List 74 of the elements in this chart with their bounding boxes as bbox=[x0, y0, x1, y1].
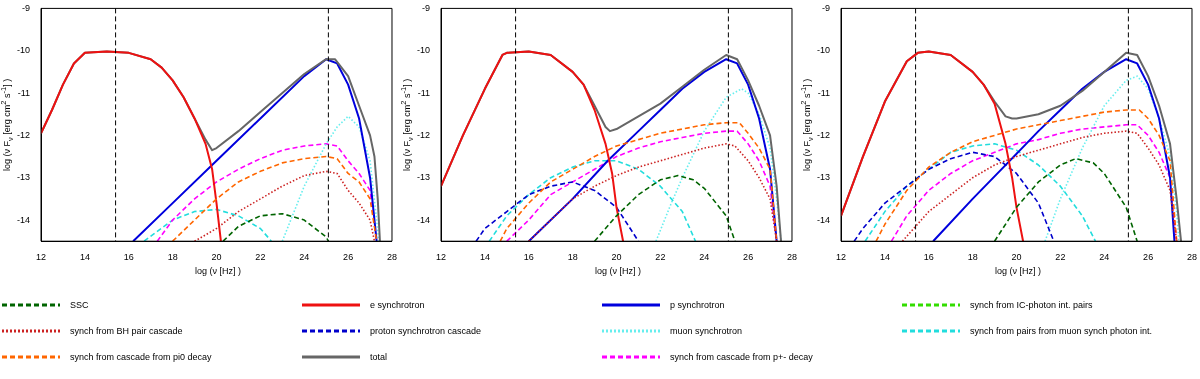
x-tick-label: 18 bbox=[567, 252, 578, 263]
y-tick-label: -13 bbox=[816, 172, 831, 183]
x-tick-label: 20 bbox=[611, 252, 622, 263]
legend-label: synch from pairs from muon synch photon int. bbox=[970, 326, 1153, 336]
x-tick-label: 18 bbox=[967, 252, 978, 263]
line-series bbox=[875, 109, 1178, 242]
y-tick-label: -12 bbox=[816, 129, 831, 140]
x-tick-label: 14 bbox=[79, 252, 90, 263]
x-tick-label: 24 bbox=[1099, 252, 1110, 263]
x-tick-label: 14 bbox=[479, 252, 490, 263]
x-tick-label: 22 bbox=[655, 252, 666, 263]
line-series bbox=[222, 212, 330, 242]
line-series bbox=[655, 88, 782, 242]
legend-label: synch from cascade from pi0 decay bbox=[70, 352, 212, 362]
y-tick-label: -13 bbox=[16, 172, 31, 183]
line-series bbox=[143, 208, 273, 242]
y-tick-label: -14 bbox=[416, 214, 431, 225]
x-axis-title: log (ν [Hz] ) bbox=[994, 266, 1042, 276]
x-tick-label: 26 bbox=[1143, 252, 1154, 263]
y-tick-label: -10 bbox=[16, 45, 31, 56]
y-tick-label: -12 bbox=[416, 129, 431, 140]
x-tick-label: 26 bbox=[743, 252, 754, 263]
x-tick-label: 28 bbox=[386, 252, 397, 263]
y-tick-label: -13 bbox=[416, 172, 431, 183]
x-axis-title: log (ν [Hz] ) bbox=[594, 266, 642, 276]
legend-label: SSC bbox=[70, 300, 89, 310]
x-tick-label: 28 bbox=[1186, 252, 1197, 263]
x-tick-label: 14 bbox=[879, 252, 890, 263]
legend-label: synch from BH pair cascade bbox=[70, 326, 183, 336]
x-tick-label: 16 bbox=[123, 252, 134, 263]
line-series bbox=[1044, 75, 1180, 242]
legend-label: synch from IC-photon int. pairs bbox=[970, 300, 1093, 310]
legend-label: total bbox=[370, 352, 388, 362]
y-tick-label: -11 bbox=[17, 87, 31, 98]
x-tick-label: 16 bbox=[923, 252, 934, 263]
y-tick-label: -9 bbox=[21, 2, 31, 13]
legend-label: proton synchrotron cascade bbox=[370, 326, 482, 336]
x-tick-label: 24 bbox=[299, 252, 310, 263]
x-tick-label: 16 bbox=[523, 252, 534, 263]
x-tick-label: 26 bbox=[343, 252, 354, 263]
y-tick-label: -11 bbox=[817, 87, 831, 98]
legend-label: e synchrotron bbox=[370, 300, 425, 310]
line-series bbox=[193, 170, 376, 242]
y-tick-label: -12 bbox=[16, 129, 31, 140]
line-series bbox=[993, 157, 1138, 242]
line-series bbox=[475, 181, 640, 242]
line-series bbox=[171, 155, 378, 242]
line-series bbox=[281, 115, 380, 242]
x-tick-label: 28 bbox=[786, 252, 797, 263]
x-tick-label: 24 bbox=[699, 252, 710, 263]
y-tick-label: -9 bbox=[821, 2, 831, 13]
x-tick-label: 12 bbox=[36, 252, 47, 263]
y-tick-label: -14 bbox=[816, 214, 831, 225]
line-series bbox=[488, 159, 697, 242]
line-series bbox=[853, 151, 1055, 242]
legend-label: muon synchrotron bbox=[670, 326, 743, 336]
line-series bbox=[527, 143, 778, 242]
line-series bbox=[864, 143, 1097, 242]
x-axis-title: log (ν [Hz] ) bbox=[194, 266, 242, 276]
legend-label: p synchrotron bbox=[670, 300, 725, 310]
y-tick-label: -9 bbox=[421, 2, 431, 13]
y-tick-label: -10 bbox=[416, 45, 431, 56]
x-tick-label: 20 bbox=[1011, 252, 1022, 263]
line-series bbox=[593, 174, 736, 242]
legend-label: synch from cascade from p+- decay bbox=[670, 352, 813, 362]
x-tick-label: 22 bbox=[1055, 252, 1066, 263]
y-tick-label: -10 bbox=[816, 45, 831, 56]
x-tick-label: 18 bbox=[167, 252, 178, 263]
x-tick-label: 20 bbox=[211, 252, 222, 263]
y-tick-label: -11 bbox=[417, 87, 431, 98]
x-tick-label: 12 bbox=[836, 252, 847, 263]
y-tick-label: -14 bbox=[16, 214, 31, 225]
x-tick-label: 22 bbox=[255, 252, 266, 263]
x-tick-label: 12 bbox=[436, 252, 447, 263]
